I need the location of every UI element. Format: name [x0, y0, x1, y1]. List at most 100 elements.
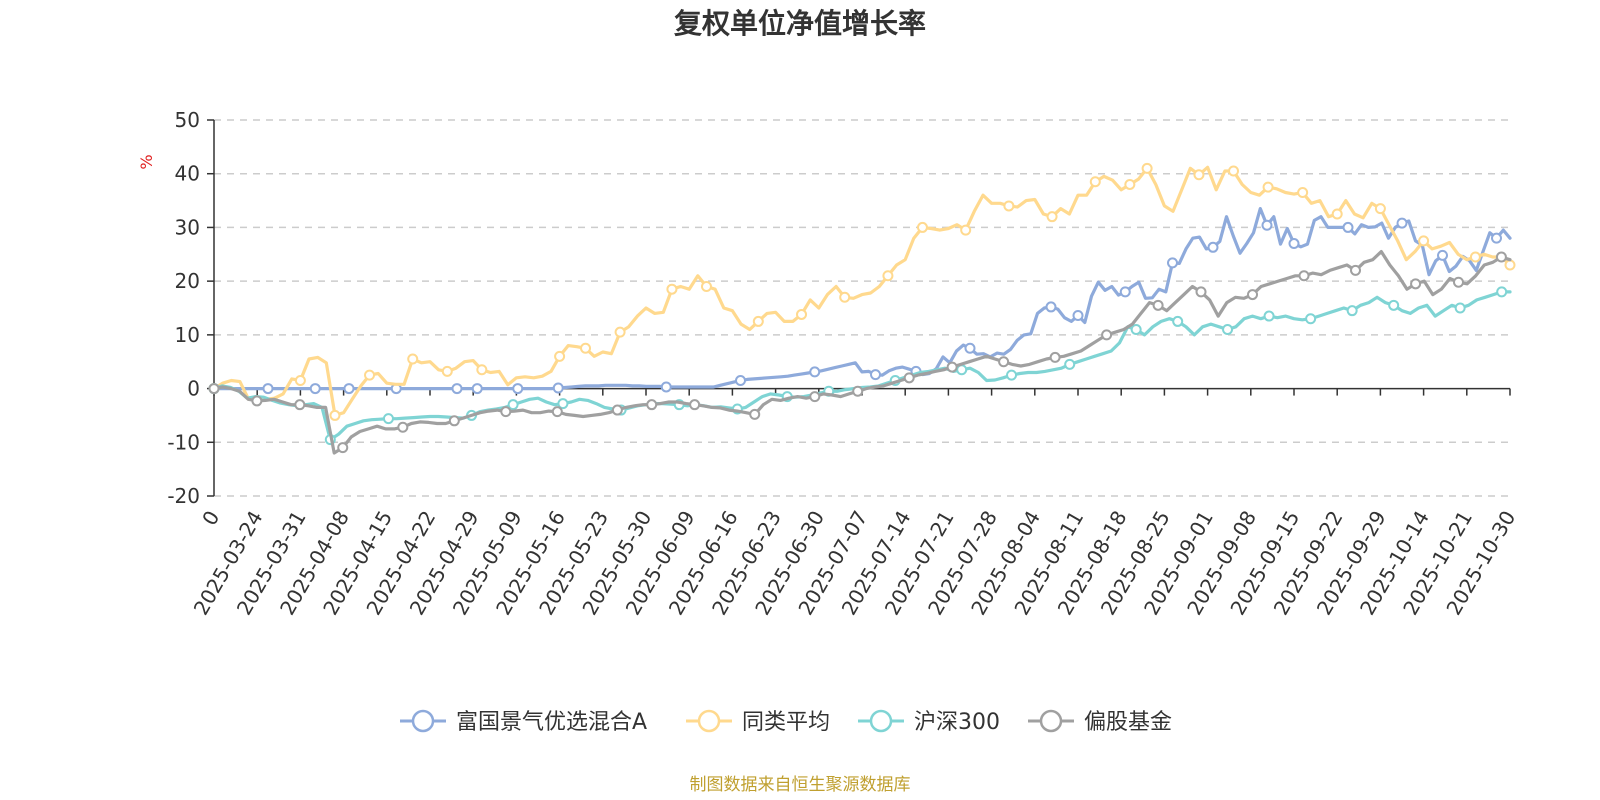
- data-point: [1124, 178, 1136, 190]
- legend-label: 偏股基金: [1084, 710, 1172, 735]
- data-point: [1130, 323, 1142, 335]
- data-point: [1491, 232, 1502, 244]
- legend-label: 富国景气优选混合A: [456, 710, 647, 735]
- chart-title: 复权单位净值增长率: [674, 7, 926, 40]
- data-point: [1045, 301, 1057, 313]
- data-point: [1064, 358, 1076, 370]
- data-point: [557, 398, 569, 410]
- data-point: [1089, 176, 1101, 188]
- legend-swatch-marker: [697, 709, 721, 733]
- data-point: [1437, 249, 1448, 261]
- data-point: [870, 369, 881, 381]
- data-point: [1261, 219, 1273, 231]
- data-point: [1288, 238, 1300, 250]
- data-point: [507, 399, 519, 411]
- data-point: [1167, 257, 1178, 269]
- y-tick-label: -10: [167, 430, 200, 454]
- legend-label: 同类平均: [742, 710, 830, 735]
- data-point: [397, 421, 409, 433]
- series-line: [212, 250, 1512, 455]
- data-point: [1350, 264, 1362, 276]
- source-note: 制图数据来自恒生聚源数据库: [690, 775, 911, 795]
- data-point: [735, 375, 746, 387]
- data-point: [1046, 211, 1058, 223]
- data-point: [614, 326, 626, 338]
- data-point: [660, 381, 672, 393]
- data-point: [364, 369, 376, 381]
- grid-lines: [214, 119, 1510, 497]
- data-point: [1195, 286, 1207, 298]
- legend-item[interactable]: 富国景气优选混合A: [400, 709, 647, 735]
- data-point: [1207, 241, 1219, 253]
- data-point: [1469, 251, 1481, 263]
- legend-item[interactable]: 偏股基金: [1028, 709, 1172, 735]
- data-point: [1342, 221, 1354, 233]
- data-point: [343, 383, 355, 395]
- series-line: [212, 165, 1512, 417]
- data-point: [1263, 310, 1275, 322]
- data-point: [1119, 286, 1131, 298]
- data-point: [809, 366, 821, 378]
- data-point: [1049, 351, 1061, 363]
- data-point: [752, 315, 764, 327]
- data-point: [441, 365, 453, 377]
- data-point: [1298, 270, 1310, 282]
- axes: -20-100102030405002025-03-242025-03-3120…: [167, 108, 1520, 619]
- data-point: [1504, 259, 1516, 271]
- data-point: [1410, 278, 1422, 290]
- data-point: [960, 224, 972, 236]
- data-point: [1101, 329, 1113, 341]
- y-tick-label: 0: [187, 377, 200, 401]
- y-axis-unit: %: [137, 154, 156, 169]
- data-point: [882, 270, 894, 282]
- legend-item[interactable]: 沪深300: [858, 709, 1000, 735]
- data-point: [1297, 187, 1309, 199]
- data-point: [294, 399, 306, 411]
- data-point: [512, 383, 524, 395]
- data-point: [666, 283, 678, 295]
- data-point: [903, 372, 915, 384]
- data-point: [551, 406, 563, 418]
- data-point: [1418, 235, 1430, 247]
- data-point: [646, 399, 658, 411]
- y-tick-label: 30: [175, 215, 200, 239]
- data-point: [1346, 305, 1358, 317]
- data-point: [476, 364, 488, 376]
- data-point: [1388, 299, 1400, 311]
- data-point: [611, 404, 623, 416]
- data-point: [1141, 162, 1153, 174]
- data-point: [1003, 200, 1015, 212]
- legend-swatch-marker: [411, 709, 435, 733]
- data-point: [500, 406, 512, 418]
- data-point: [964, 342, 976, 354]
- data-point: [1374, 203, 1386, 215]
- data-point: [946, 361, 958, 373]
- data-point: [1247, 289, 1259, 301]
- data-point: [1228, 165, 1240, 177]
- data-point: [262, 383, 274, 395]
- legend-swatch-marker: [869, 709, 893, 733]
- data-point: [1172, 315, 1184, 327]
- data-point: [1495, 251, 1507, 263]
- data-point: [1331, 208, 1343, 220]
- data-point: [382, 413, 394, 425]
- data-point: [852, 385, 864, 397]
- data-point: [700, 281, 712, 293]
- data-point: [1396, 217, 1408, 229]
- legend-item[interactable]: 同类平均: [686, 709, 830, 735]
- data-point: [1453, 276, 1465, 288]
- y-tick-label: -20: [167, 484, 200, 508]
- data-point: [208, 383, 220, 395]
- data-point: [689, 399, 701, 411]
- legend[interactable]: 富国景气优选混合A 同类平均 沪深300 偏股基金: [400, 709, 1172, 735]
- series-lines: [208, 162, 1516, 455]
- data-point: [1193, 169, 1205, 181]
- data-point: [451, 383, 463, 395]
- data-point: [1152, 299, 1164, 311]
- data-point: [839, 291, 851, 303]
- legend-swatch-marker: [1039, 709, 1063, 733]
- data-point: [809, 391, 821, 403]
- data-point: [1072, 310, 1084, 322]
- data-point: [329, 409, 341, 421]
